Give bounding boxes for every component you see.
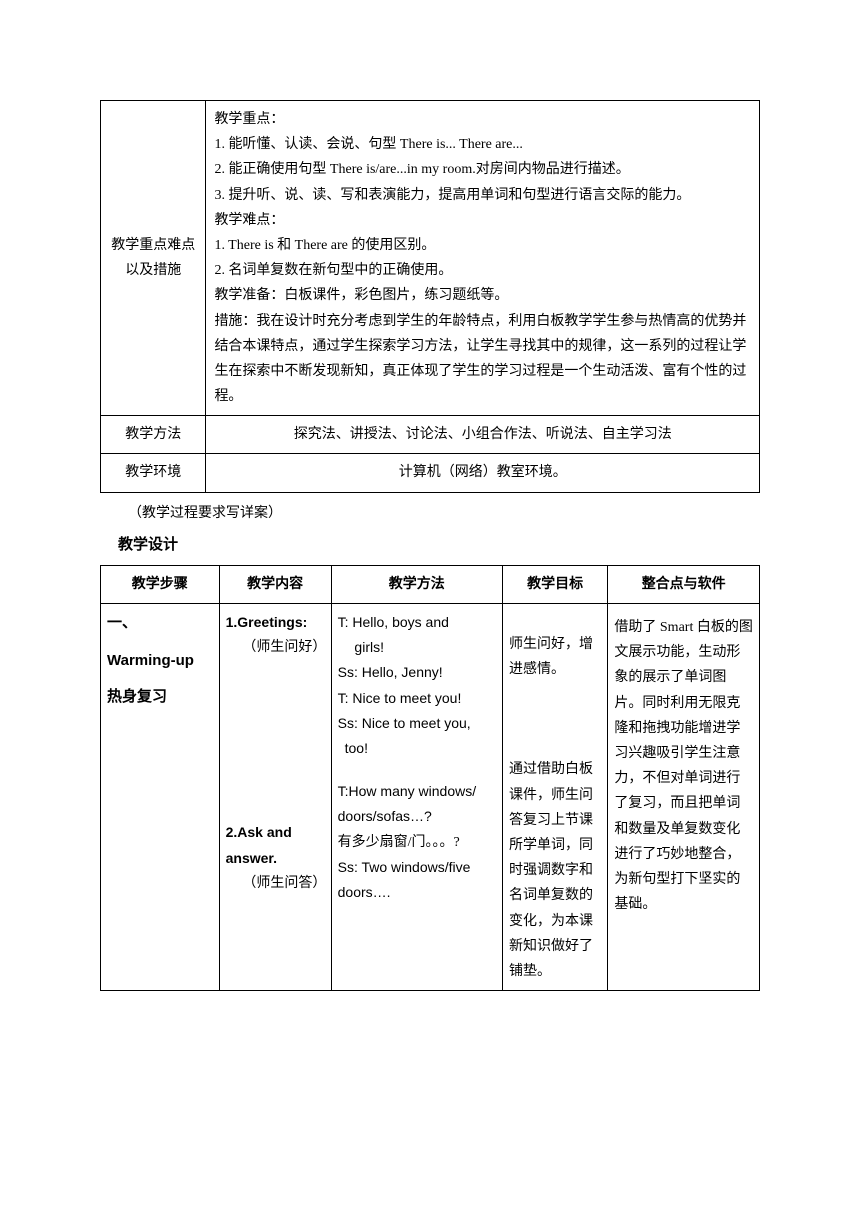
content-line: 1. 能听懂、认读、会说、句型 There is... There are... xyxy=(214,132,751,157)
step-cell: 一、 Warming-up 热身复习 xyxy=(101,604,220,991)
content-cell: 1.Greetings: （师生问好） 2.Ask and answer. （师… xyxy=(219,604,331,991)
row-content: 计算机（网络）教室环境。 xyxy=(206,454,760,492)
column-header: 教学目标 xyxy=(502,565,607,603)
dialogue-line: 有多少扇窗/门。。。? xyxy=(338,830,496,855)
content-line: 措施：我在设计时充分考虑到学生的年龄特点，利用白板教学学生参与热情高的优势并结合… xyxy=(214,309,751,410)
table-row: 教学方法 探究法、讲授法、讨论法、小组合作法、听说法、自主学习法 xyxy=(101,416,760,454)
lesson-design-table: 教学步骤 教学内容 教学方法 教学目标 整合点与软件 一、 Warming-up… xyxy=(100,565,760,991)
table-row: 一、 Warming-up 热身复习 1.Greetings: （师生问好） 2… xyxy=(101,604,760,991)
content-line: 教学准备：白板课件，彩色图片，练习题纸等。 xyxy=(214,283,751,308)
row-label: 教学环境 xyxy=(101,454,206,492)
column-header: 教学方法 xyxy=(331,565,502,603)
table-row: 教学环境 计算机（网络）教室环境。 xyxy=(101,454,760,492)
step-number: 一、 xyxy=(107,610,213,637)
dialogue-line: T: Hello, boys and xyxy=(338,610,496,635)
method-cell: T: Hello, boys and girls! Ss: Hello, Jen… xyxy=(331,604,502,991)
content-heading: 教学重点： xyxy=(214,107,751,132)
goal-text: 师生问好，增进感情。 xyxy=(509,632,601,682)
dialogue-line: T: Nice to meet you! xyxy=(338,686,496,711)
goal-cell: 师生问好，增进感情。 通过借助白板课件，师生问答复习上节课所学单词，同时强调数字… xyxy=(502,604,607,991)
dialogue-line: Ss: Two windows/five doors…. xyxy=(338,855,496,905)
content-heading: 教学难点： xyxy=(214,208,751,233)
activity-heading: 1.Greetings: xyxy=(226,610,325,635)
row-content: 教学重点： 1. 能听懂、认读、会说、句型 There is... There … xyxy=(206,101,760,416)
lesson-info-table: 教学重点难点 以及措施 教学重点： 1. 能听懂、认读、会说、句型 There … xyxy=(100,100,760,493)
step-title-cn: 热身复习 xyxy=(107,684,213,711)
note-text: （教学过程要求写详案） xyxy=(128,501,760,526)
activity-sub: （师生问答） xyxy=(226,871,325,896)
section-title: 教学设计 xyxy=(118,532,760,559)
integration-text: 借助了 Smart 白板的图文展示功能，生动形象的展示了单词图片。同时利用无限克… xyxy=(614,615,753,917)
row-label: 教学方法 xyxy=(101,416,206,454)
dialogue-line: Ss: Hello, Jenny! xyxy=(338,660,496,685)
integration-cell: 借助了 Smart 白板的图文展示功能，生动形象的展示了单词图片。同时利用无限克… xyxy=(608,604,760,991)
table-header-row: 教学步骤 教学内容 教学方法 教学目标 整合点与软件 xyxy=(101,565,760,603)
dialogue-line: T:How many windows/ doors/sofas…? xyxy=(338,779,496,829)
content-line: 1. There is 和 There are 的使用区别。 xyxy=(214,233,751,258)
goal-text: 通过借助白板课件，师生问答复习上节课所学单词，同时强调数字和名词单复数的变化，为… xyxy=(509,757,601,984)
content-line: 2. 能正确使用句型 There is/are...in my room.对房间… xyxy=(214,157,751,182)
activity-sub: （师生问好） xyxy=(226,635,325,660)
dialogue-line: girls! xyxy=(338,635,496,660)
content-line: 3. 提升听、说、读、写和表演能力，提高用单词和句型进行语言交际的能力。 xyxy=(214,183,751,208)
dialogue-line: too! xyxy=(338,736,496,761)
step-title-en: Warming-up xyxy=(107,647,213,674)
row-content: 探究法、讲授法、讨论法、小组合作法、听说法、自主学习法 xyxy=(206,416,760,454)
row-label: 教学重点难点 以及措施 xyxy=(101,101,206,416)
column-header: 教学步骤 xyxy=(101,565,220,603)
content-line: 2. 名词单复数在新句型中的正确使用。 xyxy=(214,258,751,283)
column-header: 教学内容 xyxy=(219,565,331,603)
table-row: 教学重点难点 以及措施 教学重点： 1. 能听懂、认读、会说、句型 There … xyxy=(101,101,760,416)
dialogue-line: Ss: Nice to meet you, xyxy=(338,711,496,736)
column-header: 整合点与软件 xyxy=(608,565,760,603)
activity-heading: 2.Ask and answer. xyxy=(226,820,325,870)
